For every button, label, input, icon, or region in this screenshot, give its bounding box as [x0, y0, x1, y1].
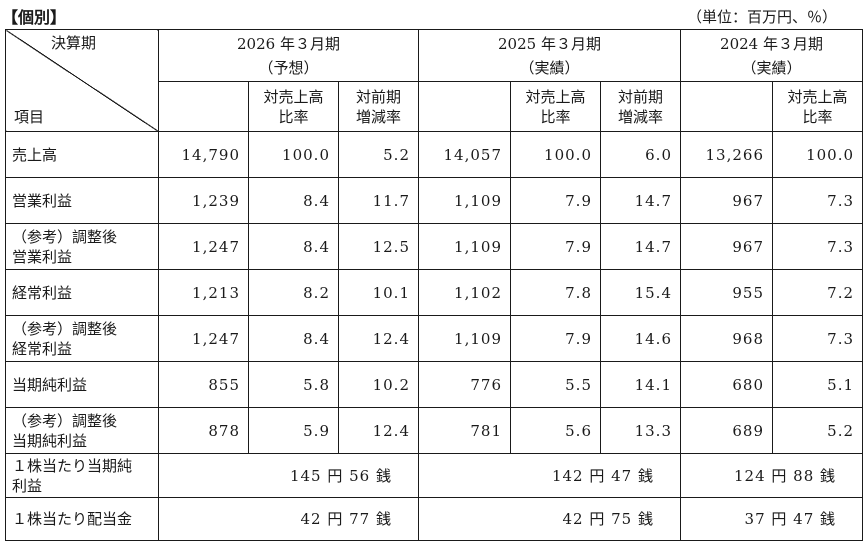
sub-header-value-2025	[418, 81, 511, 132]
sub-header-value-2024	[680, 81, 773, 132]
sub-header-change-2026: 対前期 増減率	[338, 81, 419, 132]
cell-2025-value: 14,057	[418, 131, 511, 178]
cell-2026-value: 1,239	[158, 177, 249, 224]
cell-2026-ratio: 8.4	[248, 223, 339, 270]
fiscal-period-corner-label: 決算期	[50, 34, 96, 52]
cell-2025-ratio: 7.9	[510, 315, 601, 362]
cell-2025-change: 14.7	[600, 177, 681, 224]
row-label: （参考）調整後 経常利益	[5, 315, 159, 362]
cell-2026-change: 12.4	[338, 315, 419, 362]
table-row: 売上高 14,790 100.0 5.2 14,057 100.0 6.0 13,266 100…	[5, 131, 864, 178]
dps-row: １株当たり配当金 42 円 77 銭 42 円 75 銭 37 円 47 銭	[5, 497, 864, 541]
eps-2026: 145 円 56 銭	[158, 453, 419, 498]
eps-row: １株当たり当期純 利益 145 円 56 銭 142 円 47 銭 124 円 8…	[5, 453, 864, 498]
cell-2026-value: 1,213	[158, 269, 249, 316]
eps-label: １株当たり当期純 利益	[5, 453, 159, 498]
sub-header-ratio-2026: 対売上高 比率	[248, 81, 339, 132]
cell-2025-change: 13.3	[600, 407, 681, 454]
cell-2025-ratio: 5.5	[510, 361, 601, 408]
header-row-periods: 決算期 項目 2026 年３月期 （予想） 2025 年３月期 （実績） 2024 …	[5, 29, 864, 132]
row-label: 経常利益	[5, 269, 159, 316]
table-row: （参考）調整後 経常利益 1,247 8.4 12.4 1,109 7.9 14.6 968 7.…	[5, 315, 864, 362]
item-corner-label: 項目	[14, 108, 45, 126]
sub-header-ratio-2025: 対売上高 比率	[510, 81, 601, 132]
cell-2025-value: 776	[418, 361, 511, 408]
cell-2026-value: 14,790	[158, 131, 249, 178]
cell-2025-change: 14.6	[600, 315, 681, 362]
table-row: 営業利益 1,239 8.4 11.7 1,109 7.9 14.7 967 7.3	[5, 177, 864, 224]
cell-2025-ratio: 7.9	[510, 223, 601, 270]
cell-2026-change: 11.7	[338, 177, 419, 224]
period-2024: 2024 年３月期 （実績）	[679, 29, 864, 82]
cell-2025-value: 781	[418, 407, 511, 454]
cell-2026-value: 855	[158, 361, 249, 408]
cell-2026-ratio: 8.4	[248, 315, 339, 362]
cell-2025-change: 15.4	[600, 269, 681, 316]
cell-2024-ratio: 7.2	[771, 269, 864, 316]
cell-2025-ratio: 100.0	[510, 131, 601, 178]
cell-2024-value: 955	[680, 269, 773, 316]
cell-2024-value: 13,266	[680, 131, 773, 178]
row-label: 当期純利益	[5, 361, 159, 408]
table-row: （参考）調整後 営業利益 1,247 8.4 12.5 1,109 7.9 14.7 967 7.…	[5, 223, 864, 270]
cell-2025-value: 1,109	[418, 223, 511, 270]
eps-2025: 142 円 47 銭	[418, 453, 681, 498]
cell-2026-value: 1,247	[158, 315, 249, 362]
cell-2025-value: 1,102	[418, 269, 511, 316]
row-label: （参考）調整後 営業利益	[5, 223, 159, 270]
period-2025: 2025 年３月期 （実績）	[418, 29, 681, 82]
row-label: 営業利益	[5, 177, 159, 224]
row-label: （参考）調整後 当期純利益	[5, 407, 159, 454]
cell-2024-value: 967	[680, 223, 773, 270]
cell-2024-ratio: 7.3	[771, 177, 864, 224]
table-row: 経常利益 1,213 8.2 10.1 1,102 7.8 15.4 955 7.2	[5, 269, 864, 316]
cell-2026-ratio: 100.0	[248, 131, 339, 178]
cell-2026-change: 10.1	[338, 269, 419, 316]
cell-2026-value: 878	[158, 407, 249, 454]
row-label: 売上高	[5, 131, 159, 178]
cell-2026-ratio: 8.2	[248, 269, 339, 316]
cell-2025-ratio: 7.8	[510, 269, 601, 316]
cell-2024-value: 689	[680, 407, 773, 454]
unit-note: （単位：百万円、％）	[686, 8, 837, 26]
cell-2026-change: 12.4	[338, 407, 419, 454]
cell-2024-ratio: 100.0	[771, 131, 864, 178]
page-heading: 【個別】	[2, 8, 67, 27]
table-row: （参考）調整後 当期純利益 878 5.9 12.4 781 5.6 13.3 689 5.2	[5, 407, 864, 454]
cell-2024-ratio: 7.3	[771, 315, 864, 362]
period-2026: 2026 年３月期 （予想）	[158, 29, 419, 82]
cell-2026-change: 5.2	[338, 131, 419, 178]
cell-2025-change: 6.0	[600, 131, 681, 178]
sub-header-value-2026	[158, 81, 249, 132]
cell-2024-ratio: 5.2	[771, 407, 864, 454]
cell-2024-value: 968	[680, 315, 773, 362]
cell-2025-change: 14.7	[600, 223, 681, 270]
dps-2024: 37 円 47 銭	[679, 497, 864, 541]
eps-2024: 124 円 88 銭	[679, 453, 864, 498]
cell-2026-value: 1,247	[158, 223, 249, 270]
dps-label: １株当たり配当金	[5, 497, 159, 541]
cell-2025-value: 1,109	[418, 315, 511, 362]
cell-2026-change: 10.2	[338, 361, 419, 408]
cell-2025-change: 14.1	[600, 361, 681, 408]
cell-2024-ratio: 5.1	[771, 361, 864, 408]
sub-header-ratio-2024: 対売上高 比率	[771, 81, 864, 132]
cell-2026-change: 12.5	[338, 223, 419, 270]
dps-2026: 42 円 77 銭	[158, 497, 419, 541]
cell-2026-ratio: 5.9	[248, 407, 339, 454]
cell-2026-ratio: 5.8	[248, 361, 339, 408]
cell-2025-ratio: 5.6	[510, 407, 601, 454]
sub-header-change-2025: 対前期 増減率	[600, 81, 681, 132]
cell-2025-value: 1,109	[418, 177, 511, 224]
cell-2026-ratio: 8.4	[248, 177, 339, 224]
cell-2024-ratio: 7.3	[771, 223, 864, 270]
cell-2024-value: 967	[680, 177, 773, 224]
cell-2025-ratio: 7.9	[510, 177, 601, 224]
cell-2024-value: 680	[680, 361, 773, 408]
header-row-sub: 対売上高 比率 対前期 増減率 対売上高 比率 対前期 増減率 対売上高 比率	[6, 81, 864, 132]
dps-2025: 42 円 75 銭	[418, 497, 681, 541]
corner-diagonal-cell: 決算期 項目	[5, 29, 159, 132]
table-row: 当期純利益 855 5.8 10.2 776 5.5 14.1 680 5.1	[5, 361, 864, 408]
financial-table: 決算期 項目 2026 年３月期 （予想） 2025 年３月期 （実績） 2024 …	[5, 29, 864, 541]
